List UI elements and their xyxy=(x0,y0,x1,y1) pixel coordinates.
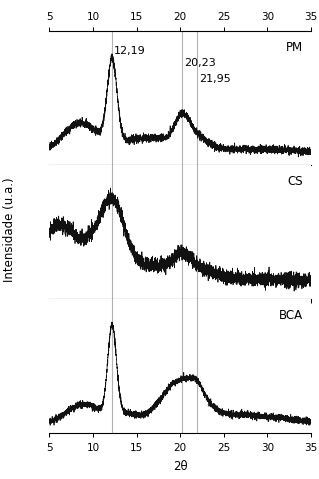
Text: 20,23: 20,23 xyxy=(184,58,216,68)
Text: 2θ: 2θ xyxy=(173,460,188,473)
Text: 12,19: 12,19 xyxy=(114,46,146,56)
Text: CS: CS xyxy=(287,175,303,188)
Text: PM: PM xyxy=(286,41,303,54)
Text: BCA: BCA xyxy=(279,309,303,322)
Text: 21,95: 21,95 xyxy=(199,74,231,84)
Text: Intensidade (u.a.): Intensidade (u.a.) xyxy=(3,178,16,282)
